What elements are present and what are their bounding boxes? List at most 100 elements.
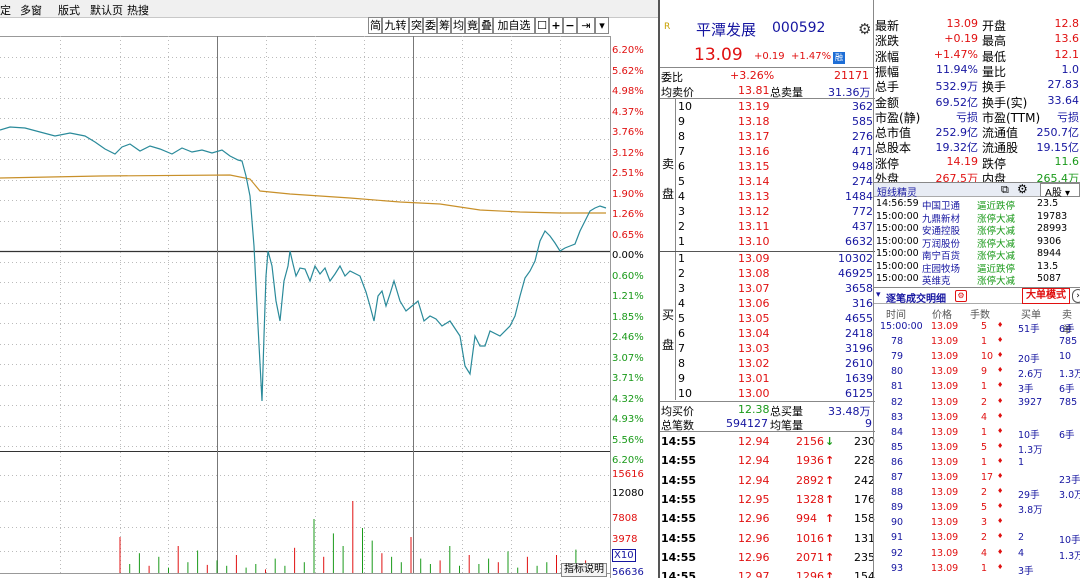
quote-value: 13.09 [946, 17, 979, 30]
tb-breakout[interactable]: 突 [409, 17, 423, 34]
buy-level-row[interactable]: 10 13.00 6125 [678, 387, 873, 400]
sell-level-row[interactable]: 6 13.15 948 [678, 160, 873, 173]
collapse-icon[interactable]: ▾ [876, 290, 881, 300]
buy-level-row[interactable]: 4 13.06 316 [678, 297, 873, 310]
sprite-row[interactable]: 15:00:00 安通控股 涨停大减 28993 [876, 223, 1068, 237]
quote-value: 69.52亿 [935, 95, 979, 109]
menu-item-hot-search[interactable]: 热搜 [127, 4, 149, 17]
sprite-gear-icon[interactable]: ⚙ [1017, 182, 1028, 196]
sell-level-row[interactable]: 4 13.13 1484 [678, 190, 873, 203]
tb-dropdown-icon[interactable]: ▾ [595, 17, 609, 34]
buy-side-label: 买 盘 [660, 252, 676, 400]
quote-label: 市盈(静) [875, 110, 921, 125]
pct-label: 1.85% [612, 311, 644, 323]
pct-label: 1.26% [612, 209, 644, 220]
total-orders-row: 总笔数 594127 均笔量 9 [660, 416, 875, 432]
window-icon[interactable]: ⧉ [1001, 183, 1009, 196]
pct-label: 0.00% [612, 250, 644, 261]
sprite-row[interactable]: 15:00:00 庄园牧场 逼近跌停 13.5 [876, 260, 1059, 275]
direction-icon: ♦ [997, 472, 1004, 480]
divider-1 [660, 67, 875, 68]
stock-name: 平潭发展 [696, 21, 757, 39]
big-order-mode-button[interactable]: 大单模式 [1022, 288, 1070, 304]
quote-value: 11.94% [936, 62, 978, 76]
tick-row: 14:55 12.95 1328 ↑ 176 [661, 492, 875, 506]
tb-simple[interactable]: 简 [368, 17, 382, 34]
sprite-header: 短线精灵 ⧉ ⚙ A股 ▾ [874, 182, 1080, 199]
indicator-explain-button[interactable]: 指标说明 [561, 563, 607, 577]
menu-item-default-page[interactable]: 默认页 [90, 4, 123, 17]
quote-label: 最低 [982, 49, 1007, 64]
tb-nine-turn[interactable]: 九转 [382, 17, 409, 34]
sprite-row[interactable]: 15:00:00 英维克 涨停大减 5087 [876, 273, 1062, 287]
tb-average[interactable]: 均 [451, 17, 465, 34]
buy-level-row[interactable]: 3 13.07 3658 [678, 282, 873, 295]
tb-jump-end-icon[interactable]: ⇥ [577, 17, 595, 34]
sprite-row[interactable]: 14:56:59 中国卫通 逼近跌停 23.5 [876, 198, 1059, 212]
sell-level-row[interactable]: 1 13.10 6632 [678, 235, 873, 248]
trade-row: 89 13.09 5 ♦ 3.8万 [891, 502, 1043, 517]
tb-chips[interactable]: 筹 [437, 17, 451, 34]
quote-label: 涨跌 [875, 34, 900, 49]
sell-level-row[interactable]: 10 13.19 362 [678, 100, 873, 113]
pct-label: 1.90% [612, 188, 644, 200]
sprite-row[interactable]: 15:00:00 南宁百货 涨停大减 8944 [876, 248, 1062, 262]
arrow-up-icon: ↑ [825, 512, 835, 526]
quote-value: 亏损 [956, 110, 978, 124]
sprite-row[interactable]: 15:00:00 万润股份 涨停大减 9306 [876, 235, 1062, 250]
quote-value: +1.47% [933, 47, 978, 61]
menu-item-multiwindow[interactable]: 多窗 [20, 4, 42, 17]
tb-plus-icon[interactable]: + [549, 17, 563, 34]
sell-level-row[interactable]: 7 13.16 471 [678, 145, 873, 158]
quote-label: 总股本 [875, 141, 912, 156]
tick-row: 14:55 12.94 2156 ↓ 230 [661, 435, 875, 448]
quote-label: 最高 [982, 34, 1007, 49]
trade-row: 91 13.09 2 ♦ 2 10手 [891, 532, 1080, 547]
arrow-up-icon: ↑ [825, 570, 835, 578]
settings-small-icon[interactable]: ⚙ [955, 290, 967, 302]
direction-icon: ♦ [997, 321, 1004, 329]
gear-icon[interactable]: ⚙ [858, 20, 872, 38]
tb-box-icon[interactable]: ☐ [535, 17, 549, 34]
more-icon[interactable]: › [1072, 289, 1080, 303]
sell-level-row[interactable]: 8 13.17 276 [678, 130, 873, 143]
price-pct: +1.47% [791, 51, 832, 62]
market-select[interactable]: A股 ▾ [1040, 183, 1080, 199]
sprite-row[interactable]: 15:00:00 九鼎新材 涨停大减 19783 [876, 210, 1068, 225]
buy-level-row[interactable]: 8 13.02 2610 [678, 357, 873, 370]
buy-level-row[interactable]: 1 13.09 10302 [678, 252, 873, 265]
vol-scale-button[interactable]: X10 [612, 549, 636, 562]
buy-level-row[interactable]: 9 13.01 1639 [678, 372, 873, 385]
sell-level-row[interactable]: 2 13.11 437 [678, 220, 873, 233]
direction-icon: ♦ [997, 562, 1004, 571]
sell-level-row[interactable]: 5 13.14 274 [678, 175, 873, 188]
tb-auction[interactable]: 竟 [465, 17, 479, 34]
pct-label: 3.71% [612, 373, 644, 384]
buy-level-row[interactable]: 5 13.05 4655 [678, 312, 873, 325]
buy-level-row[interactable]: 6 13.04 2418 [678, 327, 873, 340]
menu-item-layout[interactable]: 版式 [58, 4, 80, 17]
trade-row: 82 13.09 2 ♦ 3927 785 [891, 396, 1078, 408]
sell-level-row[interactable]: 9 13.18 585 [678, 115, 873, 128]
buy-level-row[interactable]: 7 13.03 3196 [678, 342, 873, 355]
direction-icon: ♦ [997, 502, 1004, 511]
trade-row: 84 13.09 1 ♦ 10手 6手 [891, 426, 1075, 441]
direction-icon: ♦ [997, 426, 1004, 435]
buy-level-row[interactable]: 2 13.08 46925 [678, 267, 873, 280]
quote-value: 亏损 [1057, 110, 1079, 124]
tb-add-watchlist[interactable]: 加自选 [493, 17, 535, 34]
trade-row: 79 13.09 10 ♦ 20手 10 [891, 351, 1072, 366]
arrow-up-icon: ↑ [825, 473, 835, 487]
tick-row: 14:55 12.96 1016 ↑ 131 [661, 531, 875, 545]
tb-commission[interactable]: 委 [423, 17, 437, 34]
menu-item-ding[interactable]: 定 [0, 4, 11, 17]
intraday-chart[interactable] [0, 36, 658, 578]
quote-label: 换手 [982, 80, 1007, 95]
direction-icon: ♦ [997, 441, 1004, 450]
quote-label: 跌停 [982, 156, 1007, 171]
tb-minus-icon[interactable]: − [563, 17, 577, 34]
quote-value: 265.4万 [1036, 172, 1080, 185]
trade-row: 88 13.09 2 ♦ 29手 3.0万 [891, 487, 1080, 502]
sell-level-row[interactable]: 3 13.12 772 [678, 205, 873, 218]
tb-overlay[interactable]: 叠 [479, 17, 493, 34]
